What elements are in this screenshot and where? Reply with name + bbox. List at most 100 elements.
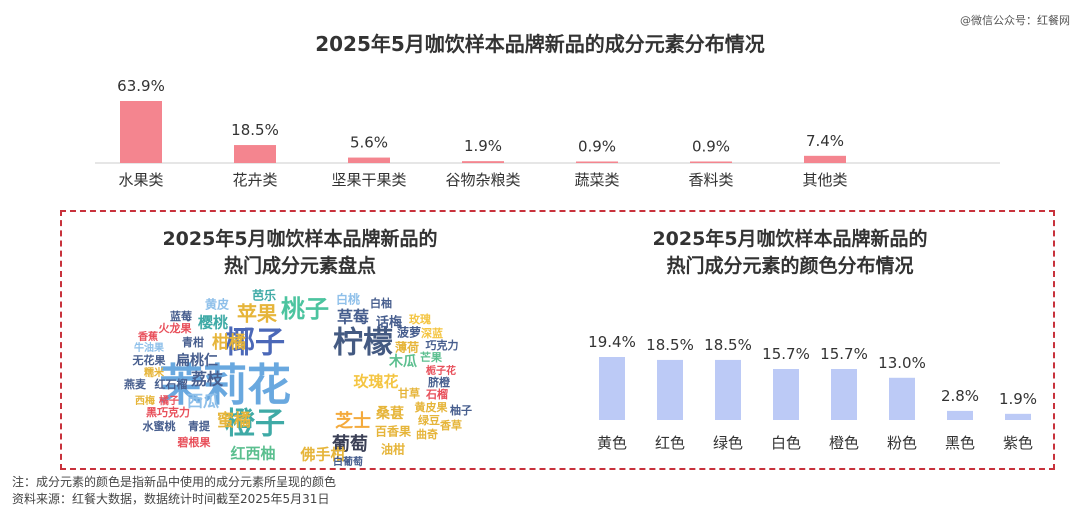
word-cloud-term: 青提 [188,419,211,433]
top-bar-chart: 63.9% 水果类 18.5% 花卉类 5.6% 坚果干果类 1.9% 谷物杂粮类 0.9% 蔬菜… [95,77,1000,189]
word-cloud-term: 火龙果 [159,321,192,335]
word-cloud-term: 苹果 [237,302,277,326]
word-cloud-term: 橙子 [225,407,285,442]
color-bar-value-label: 1.9% [999,390,1037,408]
word-cloud-term: 黄皮果 [415,400,448,414]
color-bar [773,369,799,420]
color-category-label: 粉色 [887,434,917,452]
top-bar [348,157,390,163]
word-cloud-term: 水蜜桃 [143,419,176,433]
word-cloud-term: 糯米 [144,366,165,379]
word-cloud-term: 樱桃 [198,314,228,332]
color-bar-value-label: 19.4% [588,333,636,351]
word-cloud-term: 桃子 [281,295,329,323]
color-category-label: 红色 [655,434,685,452]
top-bar-value-label: 0.9% [692,138,730,156]
dashed-highlight-box [60,210,1055,470]
color-bar-chart: 19.4% 黄色 18.5% 红色 18.5% 绿色 15.7% 白色 15.7% 橙色 13.0%… [588,333,1037,452]
color-category-label: 绿色 [713,434,743,452]
word-cloud-term: 桑葚 [376,405,404,422]
color-bar [831,369,857,420]
top-bar-value-label: 63.9% [117,77,165,95]
word-cloud-term: 白柚 [370,296,392,310]
top-bar [576,161,618,163]
color-category-label: 白色 [771,434,801,452]
color-category-label: 黄色 [597,434,627,452]
color-bar-value-label: 15.7% [820,345,868,363]
word-cloud-term: 黑巧克力 [146,405,190,419]
word-cloud-term: 柚子 [450,403,472,417]
word-cloud-term: 曲奇 [416,427,438,441]
color-bar-value-label: 18.5% [646,336,694,354]
top-category-label: 谷物杂粮类 [445,171,520,189]
word-cloud-title-line-1: 2025年5月咖饮样本品牌新品的 [162,228,438,250]
top-bar [690,161,732,163]
word-cloud-term: 玫瑰花 [353,373,398,391]
color-category-label: 橙色 [829,434,859,452]
top-category-label: 其他类 [802,171,847,189]
color-bar [657,359,683,420]
color-bar [889,377,915,420]
word-cloud-term: 柑橘 [212,332,246,353]
color-bar-value-label: 15.7% [762,345,810,363]
footnote-source: 资料来源：红餐大数据，数据统计时间截至2025年5月31日 [12,492,330,506]
word-cloud-term: 茉莉花 [159,360,291,411]
top-category-label: 蔬菜类 [574,171,619,189]
word-cloud-term: 柠檬 [333,326,393,361]
word-cloud-term: 菠萝 [397,325,421,340]
color-bar-value-label: 13.0% [878,354,926,372]
word-cloud-term: 石榴 [425,387,448,401]
word-cloud-term: 白葡萄 [333,455,363,468]
word-cloud-term: 油柑 [381,442,405,457]
word-cloud-term: 椰子 [225,326,285,361]
word-cloud-term: 木瓜 [388,353,417,370]
color-chart-title-line-1: 2025年5月咖饮样本品牌新品的 [652,228,928,250]
word-cloud-term: 话梅 [376,315,402,331]
color-bar-value-label: 18.5% [704,336,752,354]
word-cloud-term: 玫瑰 [409,312,431,326]
word-cloud-term: 百香果 [375,424,411,439]
word-cloud-term: 蜜橘 [217,410,251,431]
word-cloud-term: 甘草 [398,386,420,400]
word-cloud-term: 红西柚 [230,445,275,463]
word-cloud-title-line-2: 热门成分元素盘点 [223,255,376,277]
color-category-label: 紫色 [1003,434,1033,452]
top-bar-value-label: 1.9% [464,137,502,155]
watermark-text: @微信公众号：红餐网 [960,14,1070,27]
color-bar-value-label: 2.8% [941,387,979,405]
word-cloud-term: 脐橙 [427,375,451,389]
color-bar [1005,413,1031,420]
color-bar [947,410,973,420]
word-cloud-term: 黄皮 [205,297,229,312]
footnote: 注：成分元素的颜色是指新品中使用的成分元素所呈现的颜色 资料来源：红餐大数据，数… [12,474,336,508]
word-cloud-term: 西瓜 [187,392,219,411]
word-cloud-term: 西梅 [135,394,155,407]
top-bar-value-label: 0.9% [578,138,616,156]
top-bar [234,145,276,163]
top-category-label: 香料类 [688,171,733,189]
word-cloud-term: 无花果 [132,353,166,367]
word-cloud-term: 香草 [439,418,462,432]
color-bar [599,357,625,420]
word-cloud-term: 葡萄 [331,433,368,455]
word-cloud-term: 红石榴 [155,377,188,391]
word-cloud-term: 芝士 [335,410,371,432]
top-category-label: 花卉类 [232,171,277,189]
word-cloud-term: 深蓝 [421,326,443,340]
footnote-note: 注：成分元素的颜色是指新品中使用的成分元素所呈现的颜色 [12,475,337,489]
word-cloud-term: 草莓 [337,308,369,327]
top-bar [804,155,846,163]
word-cloud-term: 青柑 [182,335,204,349]
word-cloud-term: 佛手柑 [299,446,345,464]
top-bar [462,161,504,163]
top-bar-value-label: 5.6% [350,134,388,152]
word-cloud-term: 芒果 [420,350,442,364]
word-cloud-term: 绿豆 [418,413,440,427]
top-bar-value-label: 18.5% [231,121,279,139]
word-cloud-term: 芭乐 [252,288,276,303]
top-chart-title: 2025年5月咖饮样本品牌新品的成分元素分布情况 [315,32,765,56]
color-category-label: 黑色 [945,434,975,452]
word-cloud-term: 白桃 [336,292,360,307]
word-cloud-term: 牛油果 [134,341,165,354]
